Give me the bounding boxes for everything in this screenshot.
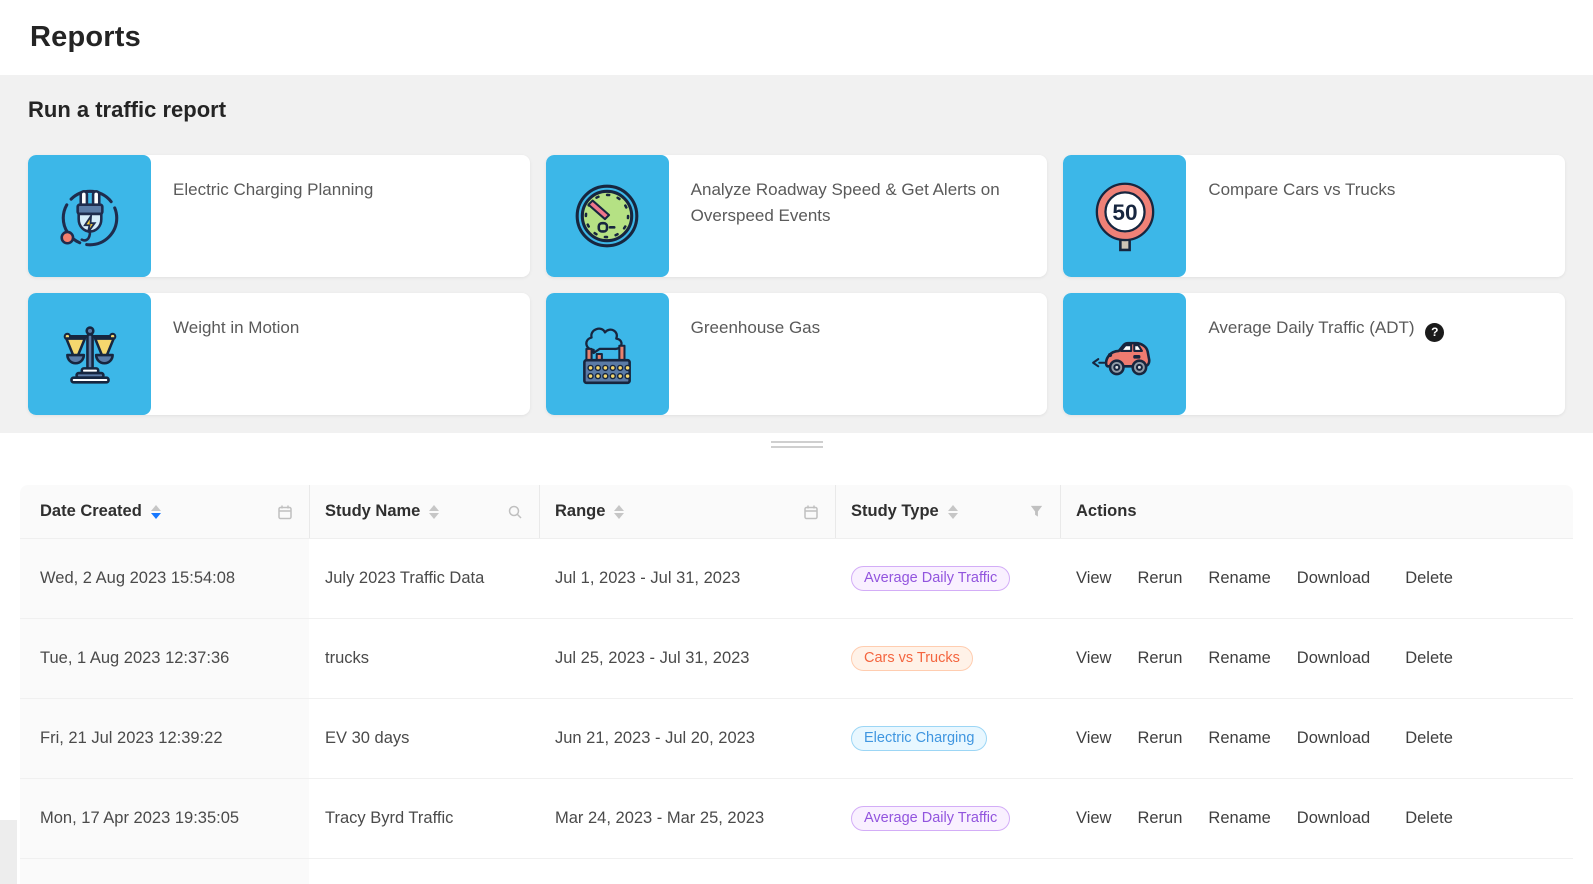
card-label: Compare Cars vs Trucks: [1208, 180, 1396, 199]
factory-icon: [545, 293, 669, 415]
column-header-range[interactable]: Range: [539, 485, 835, 539]
cell-study-name: EV 30 days: [309, 699, 539, 779]
column-label: Study Type: [851, 502, 939, 520]
scales-icon: [28, 293, 151, 415]
car-icon: [1063, 293, 1187, 415]
report-card-grid: Electric Charging Planning Analyze Roadw…: [28, 155, 1565, 415]
cell-study-type: Average Daily Traffic: [835, 779, 1060, 859]
horizontal-scrollbar-gutter[interactable]: [0, 820, 17, 884]
card-compare-cars-vs-trucks[interactable]: 50 Compare Cars vs Trucks: [1063, 155, 1565, 277]
search-filter-icon[interactable]: [507, 504, 523, 520]
card-label: Weight in Motion: [173, 318, 300, 337]
section-divider: [0, 441, 1593, 485]
card-weight-in-motion[interactable]: Weight in Motion: [28, 293, 530, 415]
card-average-daily-traffic[interactable]: Average Daily Traffic (ADT) ?: [1063, 293, 1565, 415]
rerun-action[interactable]: Rerun: [1137, 569, 1183, 587]
filter-funnel-icon[interactable]: [1029, 504, 1044, 519]
electric-plug-icon: [28, 155, 151, 277]
run-report-section: Run a traffic report Electric Charging P…: [0, 75, 1593, 433]
download-action[interactable]: Download: [1296, 809, 1371, 827]
cell-study-type: Electric Charging: [835, 699, 1060, 779]
cell-range: Mar 24, 2023 - Mar 25, 2023: [539, 779, 835, 859]
rename-action[interactable]: Rename: [1208, 569, 1271, 587]
view-action[interactable]: View: [1076, 649, 1112, 667]
table-header-row: Date Created Study Name: [20, 485, 1573, 539]
cell-study-type: Average Daily Traffic: [835, 539, 1060, 619]
rerun-action[interactable]: Rerun: [1137, 729, 1183, 747]
card-electric-charging-planning[interactable]: Electric Charging Planning: [28, 155, 530, 277]
delete-action[interactable]: Delete: [1405, 809, 1453, 827]
download-action[interactable]: Download: [1296, 649, 1371, 667]
cell-study-name: trucks: [309, 619, 539, 699]
rename-action[interactable]: Rename: [1208, 649, 1271, 667]
study-type-badge: Average Daily Traffic: [851, 566, 1011, 591]
cell-actions: View Rerun Rename Download Delete: [1060, 779, 1573, 859]
speed-limit-50-icon: 50: [1063, 155, 1187, 277]
reports-table: Date Created Study Name: [20, 485, 1573, 884]
sort-icon: [150, 504, 161, 519]
cell-study-name: July 2023 Traffic Data: [309, 539, 539, 619]
section-title: Run a traffic report: [28, 97, 227, 122]
download-action[interactable]: Download: [1296, 729, 1371, 747]
study-type-badge: Average Daily Traffic: [851, 806, 1011, 831]
delete-action[interactable]: Delete: [1405, 649, 1453, 667]
column-header-study-name[interactable]: Study Name: [309, 485, 539, 539]
card-label-text: Average Daily Traffic (ADT): [1208, 318, 1415, 337]
rerun-action[interactable]: Rerun: [1137, 649, 1183, 667]
cell-date-created: Fri, 21 Jul 2023 12:39:22: [20, 699, 309, 779]
card-label: Analyze Roadway Speed & Get Alerts on Ov…: [690, 180, 1000, 226]
card-label: Average Daily Traffic (ADT) ?: [1186, 293, 1468, 415]
table-row: Fri, 21 Jul 2023 12:39:22 EV 30 days Jun…: [20, 699, 1573, 779]
cell-date-created: Mon, 17 Apr 2023 19:35:05: [20, 779, 309, 859]
study-type-badge: Electric Charging: [851, 726, 988, 751]
table-row: Wed, 2 Aug 2023 15:54:08 July 2023 Traff…: [20, 539, 1573, 619]
download-action[interactable]: Download: [1296, 569, 1371, 587]
delete-action[interactable]: Delete: [1405, 569, 1453, 587]
column-header-study-type[interactable]: Study Type: [835, 485, 1060, 539]
study-type-badge: Cars vs Trucks: [851, 646, 973, 671]
column-header-date-created[interactable]: Date Created: [20, 485, 309, 539]
rerun-action[interactable]: Rerun: [1137, 809, 1183, 827]
cell-range: Jun 21, 2023 - Jul 20, 2023: [539, 699, 835, 779]
cell-actions: View Rerun Rename Download Delete: [1060, 619, 1573, 699]
cell-date-created: Wed, 2 Aug 2023 15:54:08: [20, 539, 309, 619]
sort-icon: [947, 504, 958, 519]
page-title: Reports: [30, 21, 141, 53]
card-label: Electric Charging Planning: [173, 180, 374, 199]
column-label: Study Name: [325, 502, 421, 520]
help-icon[interactable]: ?: [1425, 322, 1445, 342]
cell-actions: View Rerun Rename Download Delete: [1060, 539, 1573, 619]
rename-action[interactable]: Rename: [1208, 729, 1271, 747]
column-label: Actions: [1076, 502, 1137, 520]
table-row: Tue, 1 Aug 2023 12:37:36 trucks Jul 25, …: [20, 619, 1573, 699]
view-action[interactable]: View: [1076, 729, 1112, 747]
table-row-partial: [20, 859, 1573, 884]
sort-icon: [614, 504, 625, 519]
cell-range: Jul 25, 2023 - Jul 31, 2023: [539, 619, 835, 699]
calendar-filter-icon[interactable]: [803, 504, 819, 520]
cell-actions: View Rerun Rename Download Delete: [1060, 699, 1573, 779]
table-row: Mon, 17 Apr 2023 19:35:05 Tracy Byrd Tra…: [20, 779, 1573, 859]
column-label: Date Created: [40, 502, 142, 520]
cell-date-created: Tue, 1 Aug 2023 12:37:36: [20, 619, 309, 699]
sort-icon: [429, 504, 440, 519]
cell-study-name: Tracy Byrd Traffic: [309, 779, 539, 859]
rename-action[interactable]: Rename: [1208, 809, 1271, 827]
view-action[interactable]: View: [1076, 569, 1112, 587]
speedometer-icon: [545, 155, 669, 277]
view-action[interactable]: View: [1076, 809, 1112, 827]
card-label: Greenhouse Gas: [690, 318, 821, 337]
delete-action[interactable]: Delete: [1405, 729, 1453, 747]
card-analyze-roadway-speed[interactable]: Analyze Roadway Speed & Get Alerts on Ov…: [545, 155, 1048, 277]
cell-range: Jul 1, 2023 - Jul 31, 2023: [539, 539, 835, 619]
card-greenhouse-gas[interactable]: Greenhouse Gas: [545, 293, 1048, 415]
top-bar: Reports: [0, 0, 1593, 75]
resize-drag-handle[interactable]: [770, 441, 823, 448]
column-header-actions: Actions: [1060, 485, 1573, 539]
cell-study-type: Cars vs Trucks: [835, 619, 1060, 699]
column-label: Range: [555, 502, 606, 520]
calendar-filter-icon[interactable]: [277, 504, 293, 520]
speed-limit-value: 50: [1112, 200, 1137, 225]
